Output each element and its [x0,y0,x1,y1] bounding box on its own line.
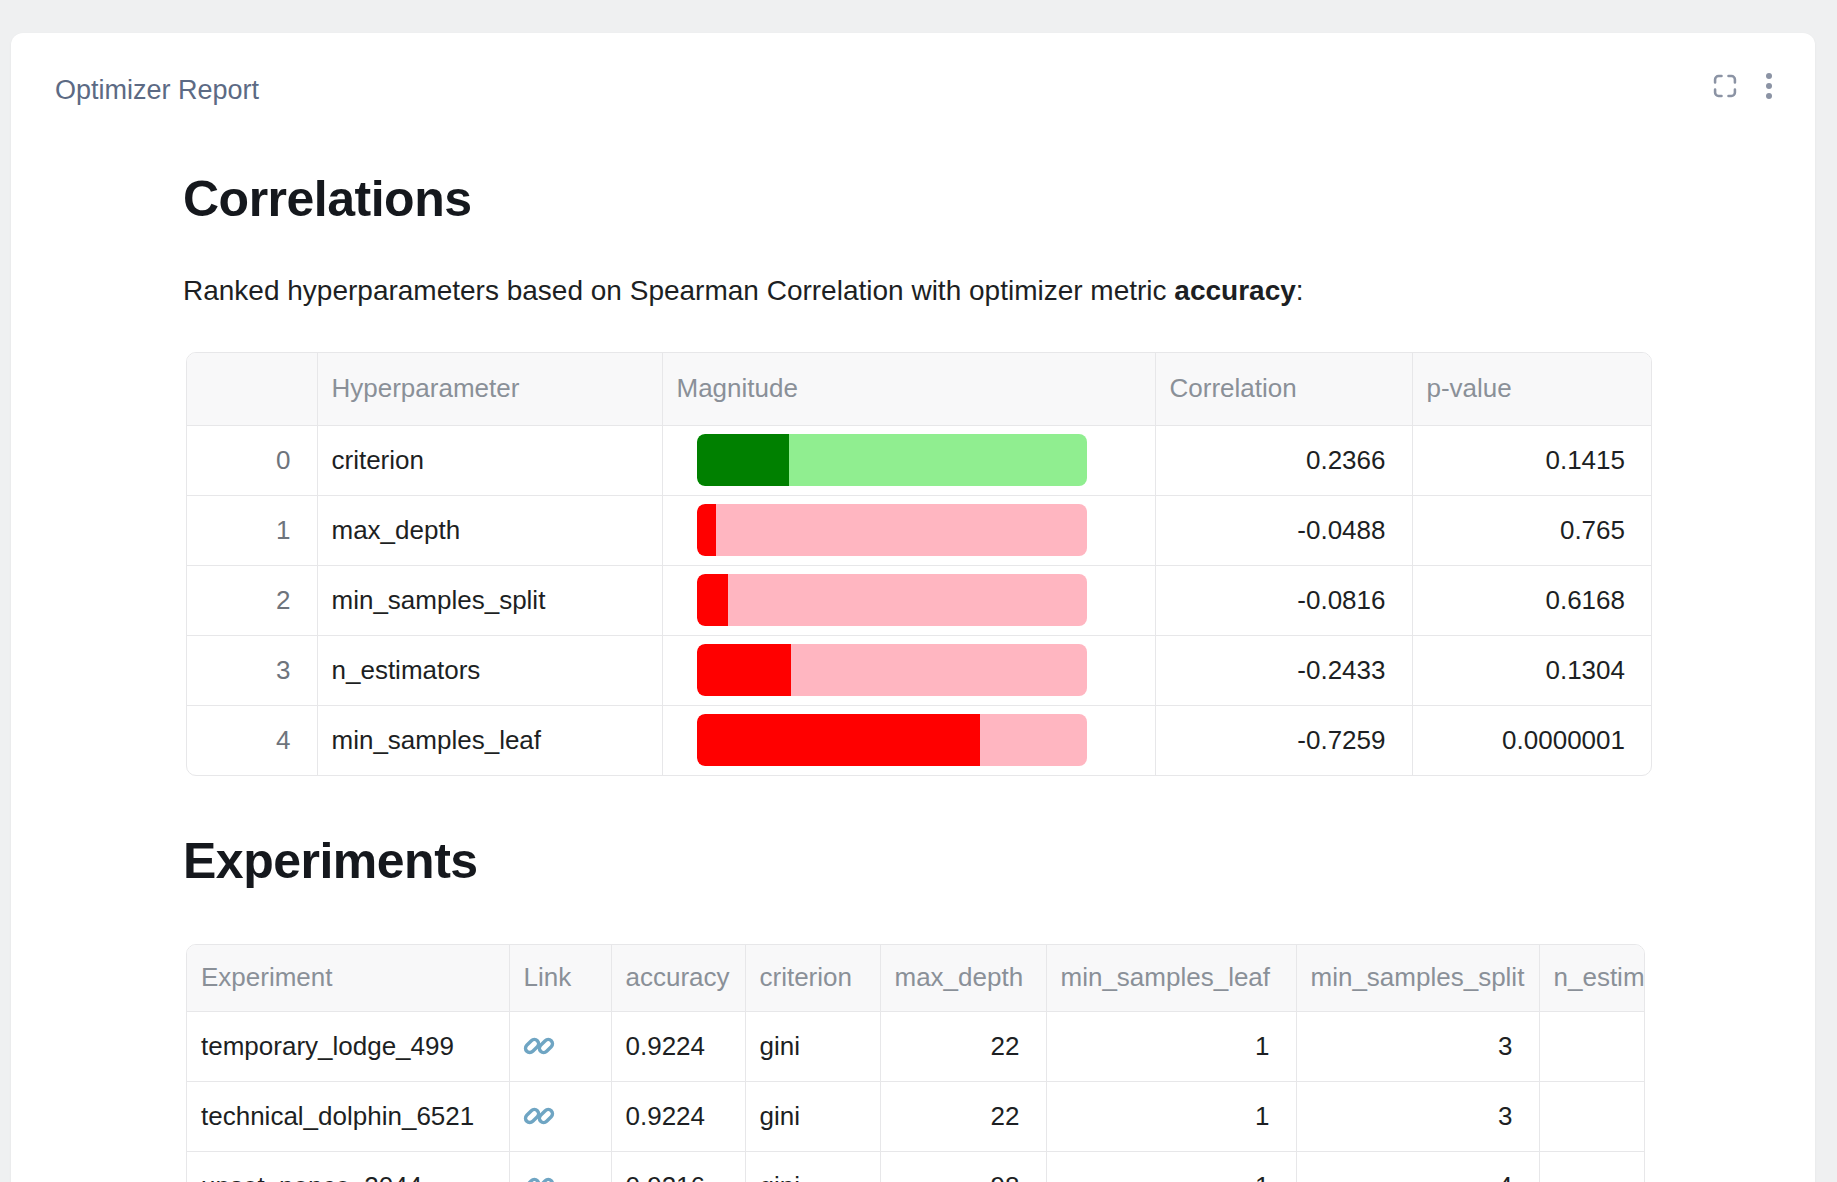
p-value-cell: 0.1304 [1412,635,1651,705]
row-index: 4 [187,705,317,775]
correlations-heading: Correlations [183,171,472,227]
experiments-table: Experiment Link accuracy criterion max_d… [186,944,1645,1182]
hyperparameter-cell: min_samples_split [317,565,662,635]
magnitude-bar [697,434,1087,486]
magnitude-bar-fill [697,644,792,696]
panel-controls [1711,71,1775,101]
magnitude-bar [697,714,1087,766]
col-header-index [187,353,317,425]
max-depth-cell: 98 [880,1151,1046,1182]
col-header-min-samples-leaf: min_samples_leaf [1046,945,1296,1011]
hyperparameter-cell: max_depth [317,495,662,565]
col-header-link: Link [509,945,611,1011]
accuracy-cell: 0.9216 [611,1151,745,1182]
magnitude-cell [662,635,1155,705]
criterion-cell: gini [745,1151,880,1182]
link-icon [522,1029,556,1063]
link-icon [522,1099,556,1133]
hyperparameter-cell: min_samples_leaf [317,705,662,775]
n-estimators-cell [1539,1151,1644,1182]
magnitude-bar-fill [697,714,980,766]
min-samples-split-cell: 3 [1296,1011,1539,1081]
experiments-heading: Experiments [183,833,478,889]
row-index: 0 [187,425,317,495]
col-header-correlation: Correlation [1155,353,1412,425]
p-value-cell: 0.765 [1412,495,1651,565]
hyperparameter-cell: n_estimators [317,635,662,705]
magnitude-cell [662,705,1155,775]
experiment-link-cell[interactable] [509,1081,611,1151]
magnitude-cell [662,425,1155,495]
n-estimators-cell [1539,1011,1644,1081]
experiment-name-cell: technical_dolphin_6521 [187,1081,509,1151]
col-header-hyperparameter: Hyperparameter [317,353,662,425]
accuracy-cell: 0.9224 [611,1011,745,1081]
correlation-cell: -0.0816 [1155,565,1412,635]
subtitle-text: Ranked hyperparameters based on Spearman… [183,275,1174,306]
criterion-cell: gini [745,1081,880,1151]
accuracy-cell: 0.9224 [611,1081,745,1151]
magnitude-bar-fill [697,574,729,626]
experiments-header-row: Experiment Link accuracy criterion max_d… [187,945,1644,1011]
magnitude-bar [697,504,1087,556]
p-value-cell: 0.0000001 [1412,705,1651,775]
magnitude-cell [662,495,1155,565]
table-row: technical_dolphin_6521 0.9224 gini 22 1 … [187,1081,1644,1151]
correlations-table: Hyperparameter Magnitude Correlation p-v… [186,352,1652,776]
col-header-accuracy: accuracy [611,945,745,1011]
experiment-link-cell[interactable] [509,1151,611,1182]
row-index: 3 [187,635,317,705]
col-header-min-samples-split: min_samples_split [1296,945,1539,1011]
min-samples-split-cell: 4 [1296,1151,1539,1182]
table-row: 0 criterion 0.2366 0.1415 [187,425,1651,495]
min-samples-leaf-cell: 1 [1046,1151,1296,1182]
n-estimators-cell [1539,1081,1644,1151]
col-header-magnitude: Magnitude [662,353,1155,425]
magnitude-cell [662,565,1155,635]
report-panel-card: Optimizer Report Correlations Ranked hyp… [11,33,1815,1182]
row-index: 1 [187,495,317,565]
correlations-subtitle: Ranked hyperparameters based on Spearman… [183,275,1304,307]
table-row: upset_nonce_2044 0.9216 gini 98 1 4 [187,1151,1644,1182]
subtitle-metric: accuracy [1174,275,1295,306]
correlation-cell: -0.0488 [1155,495,1412,565]
max-depth-cell: 22 [880,1081,1046,1151]
table-row: 2 min_samples_split -0.0816 0.6168 [187,565,1651,635]
min-samples-leaf-cell: 1 [1046,1081,1296,1151]
optimizer-report-page: Optimizer Report Correlations Ranked hyp… [0,0,1837,1182]
correlation-cell: -0.7259 [1155,705,1412,775]
table-row: 3 n_estimators -0.2433 0.1304 [187,635,1651,705]
table-row: temporary_lodge_499 0.9224 gini 22 1 3 [187,1011,1644,1081]
min-samples-leaf-cell: 1 [1046,1011,1296,1081]
hyperparameter-cell: criterion [317,425,662,495]
table-row: 1 max_depth -0.0488 0.765 [187,495,1651,565]
kebab-menu-icon[interactable] [1763,71,1775,101]
magnitude-bar [697,574,1087,626]
table-row: 4 min_samples_leaf -0.7259 0.0000001 [187,705,1651,775]
link-icon [522,1169,556,1182]
experiment-name-cell: upset_nonce_2044 [187,1151,509,1182]
max-depth-cell: 22 [880,1011,1046,1081]
experiment-name-cell: temporary_lodge_499 [187,1011,509,1081]
magnitude-bar-fill [697,434,789,486]
criterion-cell: gini [745,1011,880,1081]
experiment-link-cell[interactable] [509,1011,611,1081]
col-header-n-estimators: n_estimators [1539,945,1644,1011]
correlation-cell: 0.2366 [1155,425,1412,495]
col-header-criterion: criterion [745,945,880,1011]
p-value-cell: 0.1415 [1412,425,1651,495]
col-header-p-value: p-value [1412,353,1651,425]
p-value-cell: 0.6168 [1412,565,1651,635]
correlations-header-row: Hyperparameter Magnitude Correlation p-v… [187,353,1651,425]
panel-title: Optimizer Report [55,75,259,106]
correlation-cell: -0.2433 [1155,635,1412,705]
magnitude-bar [697,644,1087,696]
col-header-max-depth: max_depth [880,945,1046,1011]
subtitle-colon: : [1296,275,1304,306]
fullscreen-icon[interactable] [1711,72,1739,100]
row-index: 2 [187,565,317,635]
min-samples-split-cell: 3 [1296,1081,1539,1151]
col-header-experiment: Experiment [187,945,509,1011]
magnitude-bar-fill [697,504,716,556]
